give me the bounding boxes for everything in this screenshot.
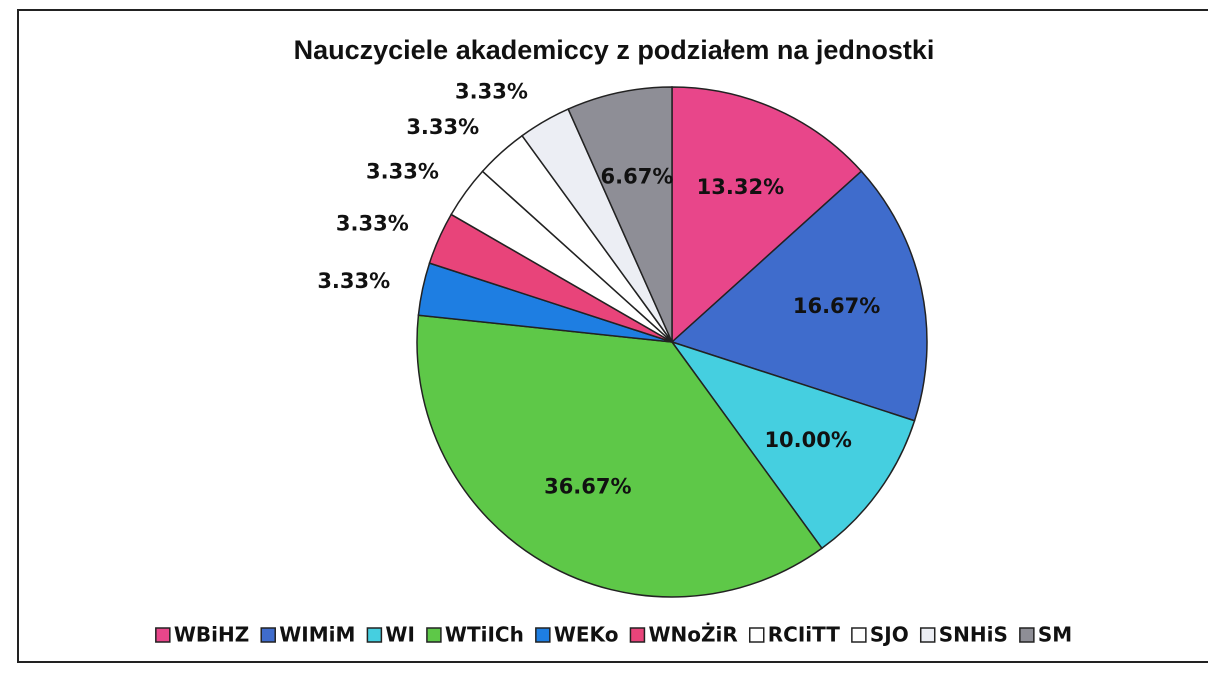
legend-label: WI (385, 623, 415, 647)
legend-swatch (426, 627, 442, 643)
legend-label: SJO (870, 623, 909, 647)
data-label: 16.67% (793, 294, 880, 318)
pie-slice (567, 86, 673, 343)
legend-swatch (260, 627, 276, 643)
data-label: 36.67% (544, 475, 631, 499)
data-label: 3.33% (317, 269, 390, 293)
data-label: 10.00% (764, 428, 851, 452)
data-label: 13.32% (697, 175, 784, 199)
legend-swatch (366, 627, 383, 643)
legend-label: SNHiS (939, 623, 1008, 647)
pie-slice (671, 86, 863, 344)
data-label: 3.33% (336, 212, 409, 236)
data-label: 6.67% (601, 164, 674, 188)
legend-label: WTiICh (445, 623, 524, 647)
legend-swatch (155, 627, 171, 643)
legend-label: SM (1038, 623, 1072, 647)
legend-swatch (919, 627, 936, 643)
legend-swatch (1019, 627, 1035, 643)
legend-swatch (851, 627, 867, 643)
pie-slice (416, 314, 823, 598)
legend-label: WIMiM (279, 623, 355, 647)
pie-slice (670, 340, 916, 550)
legend-label: WNoŻiR (648, 623, 737, 647)
legend-swatch (535, 627, 551, 643)
legend-label: WBiHZ (174, 623, 249, 647)
legend-label: WEKo (554, 623, 619, 647)
data-label: 3.33% (455, 79, 528, 103)
pie-slice (670, 170, 928, 422)
legend-label: RCIiTT (768, 623, 840, 647)
legend-swatch (748, 627, 765, 643)
data-label: 3.33% (406, 115, 479, 139)
legend-swatch (629, 627, 646, 643)
data-label: 3.33% (366, 160, 439, 184)
chart-title: Nauczyciele akademiccy z podziałem na je… (294, 35, 935, 65)
